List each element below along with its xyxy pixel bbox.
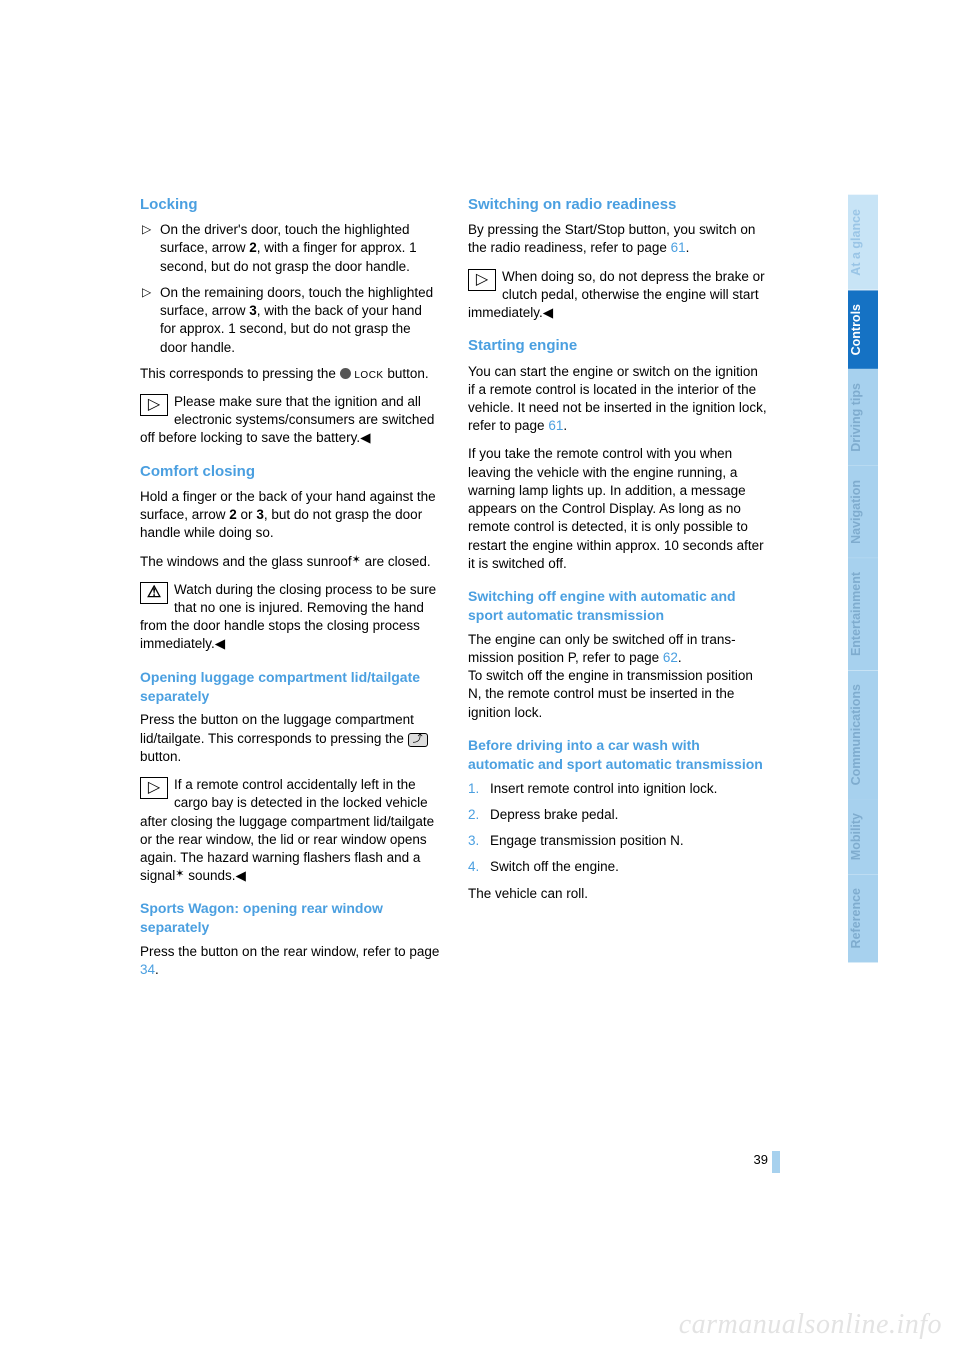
page-link[interactable]: 62 — [663, 650, 678, 665]
list-item: 2.Depress brake pedal. — [468, 806, 768, 824]
switchoff-p: The engine can only be switched off in t… — [468, 631, 768, 722]
heading-comfort-closing: Comfort closing — [140, 462, 440, 482]
page-number: 39 — [0, 1151, 780, 1173]
heading-switchoff: Switching off engine with automatic and … — [468, 587, 768, 625]
list-item: 3.Engage transmission position N. — [468, 832, 768, 850]
luggage-p1: Press the button on the luggage compartm… — [140, 711, 440, 766]
carwash-after: The vehicle can roll. — [468, 885, 768, 903]
page-content: Locking On the driver's door, touch the … — [140, 195, 770, 990]
lock-icon — [340, 368, 351, 379]
page-link[interactable]: 61 — [671, 240, 686, 255]
list-item: 1.Insert remote control into ignition lo… — [468, 780, 768, 798]
heading-luggage: Opening luggage compartment lid/tailgate… — [140, 668, 440, 706]
start-p2: If you take the remote control with you … — [468, 445, 768, 573]
page-link[interactable]: 34 — [140, 962, 155, 977]
tab-navigation[interactable]: Navigation — [848, 466, 878, 558]
page-bar-icon — [772, 1151, 780, 1173]
heading-carwash: Before driving into a car wash with auto… — [468, 736, 768, 774]
tab-entertainment[interactable]: Entertainment — [848, 558, 878, 670]
locking-note: ▷ Please make sure that the ignition and… — [140, 393, 440, 448]
locking-list: On the driver's door, touch the highligh… — [140, 221, 440, 357]
list-item: On the driver's door, touch the highligh… — [140, 221, 440, 276]
tab-driving-tips[interactable]: Driving tips — [848, 369, 878, 466]
start-p1: You can start the engine or switch on th… — [468, 363, 768, 436]
side-tabs: At a glance Controls Driving tips Naviga… — [848, 195, 878, 963]
radio-note: ▷ When doing so, do not depress the brak… — [468, 268, 768, 323]
tab-reference[interactable]: Reference — [848, 874, 878, 962]
tab-at-a-glance[interactable]: At a glance — [848, 195, 878, 290]
tab-communications[interactable]: Communications — [848, 670, 878, 799]
right-column: Switching on radio readiness By pressing… — [468, 195, 768, 990]
note-icon: ▷ — [140, 777, 168, 799]
watermark: carmanualsonline.info — [679, 1306, 942, 1344]
heading-starting-engine: Starting engine — [468, 336, 768, 356]
page-link[interactable]: 61 — [548, 418, 563, 433]
tab-mobility[interactable]: Mobility — [848, 799, 878, 874]
comfort-warning: ⚠ Watch during the closing process to be… — [140, 581, 440, 654]
comfort-p1: Hold a finger or the back of your hand a… — [140, 488, 440, 543]
heading-radio-readiness: Switching on radio readiness — [468, 195, 768, 215]
radio-p1: By pressing the Start/Stop button, you s… — [468, 221, 768, 257]
star-icon: ✶ — [175, 868, 184, 880]
carwash-steps: 1.Insert remote control into ignition lo… — [468, 780, 768, 877]
sports-p: Press the button on the rear window, ref… — [140, 943, 440, 979]
tab-controls[interactable]: Controls — [848, 290, 878, 369]
trunk-button-icon: ⤴ — [408, 733, 428, 747]
locking-after: This corresponds to pressing the LOCK bu… — [140, 365, 440, 383]
luggage-note: ▷ If a remote control accidentally left … — [140, 776, 440, 885]
warning-icon: ⚠ — [140, 582, 168, 604]
note-icon: ▷ — [140, 394, 168, 416]
list-item: 4.Switch off the engine. — [468, 858, 768, 876]
star-icon: ✶ — [352, 554, 361, 566]
comfort-p2: The windows and the glass sunroof✶ are c… — [140, 553, 440, 571]
heading-sports-wagon: Sports Wagon: opening rear window separa… — [140, 899, 440, 937]
heading-locking: Locking — [140, 195, 440, 215]
list-item: On the remaining doors, touch the high­l… — [140, 284, 440, 357]
left-column: Locking On the driver's door, touch the … — [140, 195, 440, 990]
note-icon: ▷ — [468, 269, 496, 291]
